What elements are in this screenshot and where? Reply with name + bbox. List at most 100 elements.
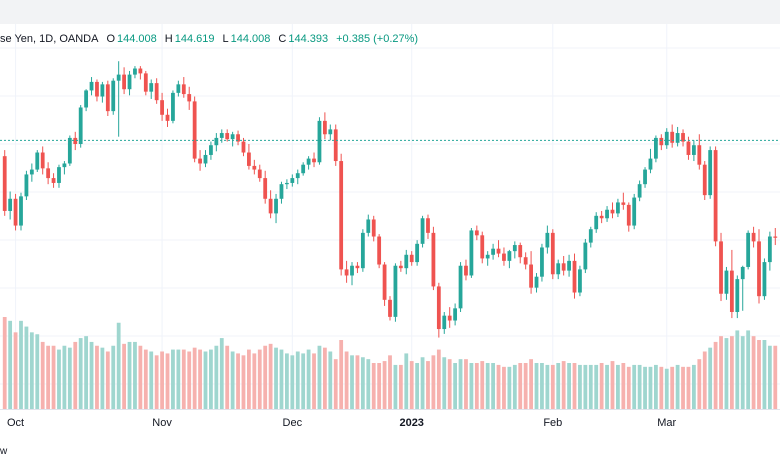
volume-bar <box>702 351 707 409</box>
volume-bar <box>762 340 767 409</box>
candle-body <box>578 269 582 293</box>
candle-body <box>572 260 577 293</box>
volume-bar <box>377 363 382 409</box>
candle-body <box>719 241 723 294</box>
candle-body <box>149 83 154 92</box>
candle-body <box>762 262 767 297</box>
candle-body <box>518 245 523 258</box>
volume-bar <box>8 320 13 409</box>
volume-bar <box>40 341 45 409</box>
volume-bar <box>111 345 116 409</box>
volume-bar <box>404 353 409 409</box>
candle-body <box>247 152 251 166</box>
candle-body <box>697 145 702 165</box>
candle-body <box>670 131 675 143</box>
candle-body <box>57 167 61 183</box>
candle-body <box>214 137 219 146</box>
volume-bar <box>491 363 496 409</box>
candle-body <box>263 178 268 199</box>
volume-bar <box>290 355 295 409</box>
x-axis-ticks: Oct Nov Dec 2023 Feb Mar <box>7 417 677 429</box>
volume-bar <box>474 363 479 409</box>
candle-body <box>643 169 647 185</box>
volume-bar <box>165 353 170 409</box>
volume-bar <box>236 353 240 409</box>
candle-body <box>746 232 751 267</box>
volume-bar <box>355 355 360 409</box>
close-label: C <box>278 33 287 45</box>
candle-body <box>274 198 278 214</box>
volume-bar <box>268 343 273 409</box>
volume-bar <box>643 366 647 409</box>
candle-body <box>605 209 609 219</box>
volume-bar <box>507 366 512 409</box>
volume-bar <box>149 351 154 409</box>
candle-body <box>100 84 105 97</box>
volume-bar <box>648 366 653 409</box>
candle-body <box>95 81 99 97</box>
volume-bar <box>176 349 181 409</box>
candle-body <box>583 242 588 270</box>
volume-bar <box>127 341 132 409</box>
volume-bar <box>219 338 224 409</box>
volume-bar <box>257 349 262 409</box>
candle-body <box>664 131 669 146</box>
candle-body <box>735 279 740 312</box>
candle-body <box>328 129 333 135</box>
candle-body <box>447 315 452 321</box>
low-value: 144.008 <box>230 33 271 45</box>
candle-body <box>279 184 284 199</box>
candle-body <box>404 254 409 269</box>
candle-body <box>192 101 197 159</box>
candle-body <box>588 229 593 243</box>
candle-body <box>371 219 376 237</box>
candle-body <box>388 299 392 317</box>
candle-body <box>198 158 202 164</box>
volume-bar <box>729 336 734 409</box>
top-toolbar-strip <box>0 0 780 24</box>
candle-body <box>740 266 745 280</box>
volume-bar <box>485 363 490 409</box>
candle-body <box>626 204 631 226</box>
candle-body <box>708 150 713 196</box>
open-value: 144.008 <box>117 33 157 45</box>
volume-bar <box>708 347 713 409</box>
candle-body <box>306 158 311 165</box>
volume-bar <box>133 341 137 409</box>
candle-body <box>757 241 761 297</box>
volume-bar <box>274 347 278 409</box>
volume-bar <box>610 361 615 409</box>
low-label: L <box>222 33 229 45</box>
volume-bar <box>247 349 251 409</box>
x-tick-label: 2023 <box>399 417 423 429</box>
volume-bar <box>382 361 387 409</box>
volume-bar <box>24 326 29 409</box>
candle-body <box>691 145 696 155</box>
candle-body <box>675 133 680 143</box>
price-legend: se Yen, 1D, OANDA O 144.008 H 144.619 L 144… <box>0 33 418 47</box>
volume-bar <box>95 345 99 409</box>
volume-bar <box>626 366 631 409</box>
volume-bar <box>371 363 376 409</box>
volume-bar <box>203 351 208 409</box>
candle-body <box>8 198 13 211</box>
candle-body <box>73 137 78 144</box>
candle-body <box>534 276 539 288</box>
candle-body <box>773 236 778 238</box>
candle-body <box>355 265 360 269</box>
candle-body <box>469 230 474 276</box>
candle-body <box>431 232 436 287</box>
x-tick-label: Nov <box>152 417 172 429</box>
volume-bar <box>350 355 354 409</box>
volume-bar <box>545 364 550 409</box>
volume-bar <box>62 345 67 409</box>
volume-bar <box>214 345 219 409</box>
volume-bar <box>398 364 403 409</box>
volume-bar <box>594 364 599 409</box>
candle-body <box>138 68 143 74</box>
candle-body <box>480 235 485 259</box>
volume-bar <box>57 349 61 409</box>
candle-body <box>382 264 387 300</box>
candle-body <box>181 84 186 95</box>
volume-bar <box>447 359 452 409</box>
